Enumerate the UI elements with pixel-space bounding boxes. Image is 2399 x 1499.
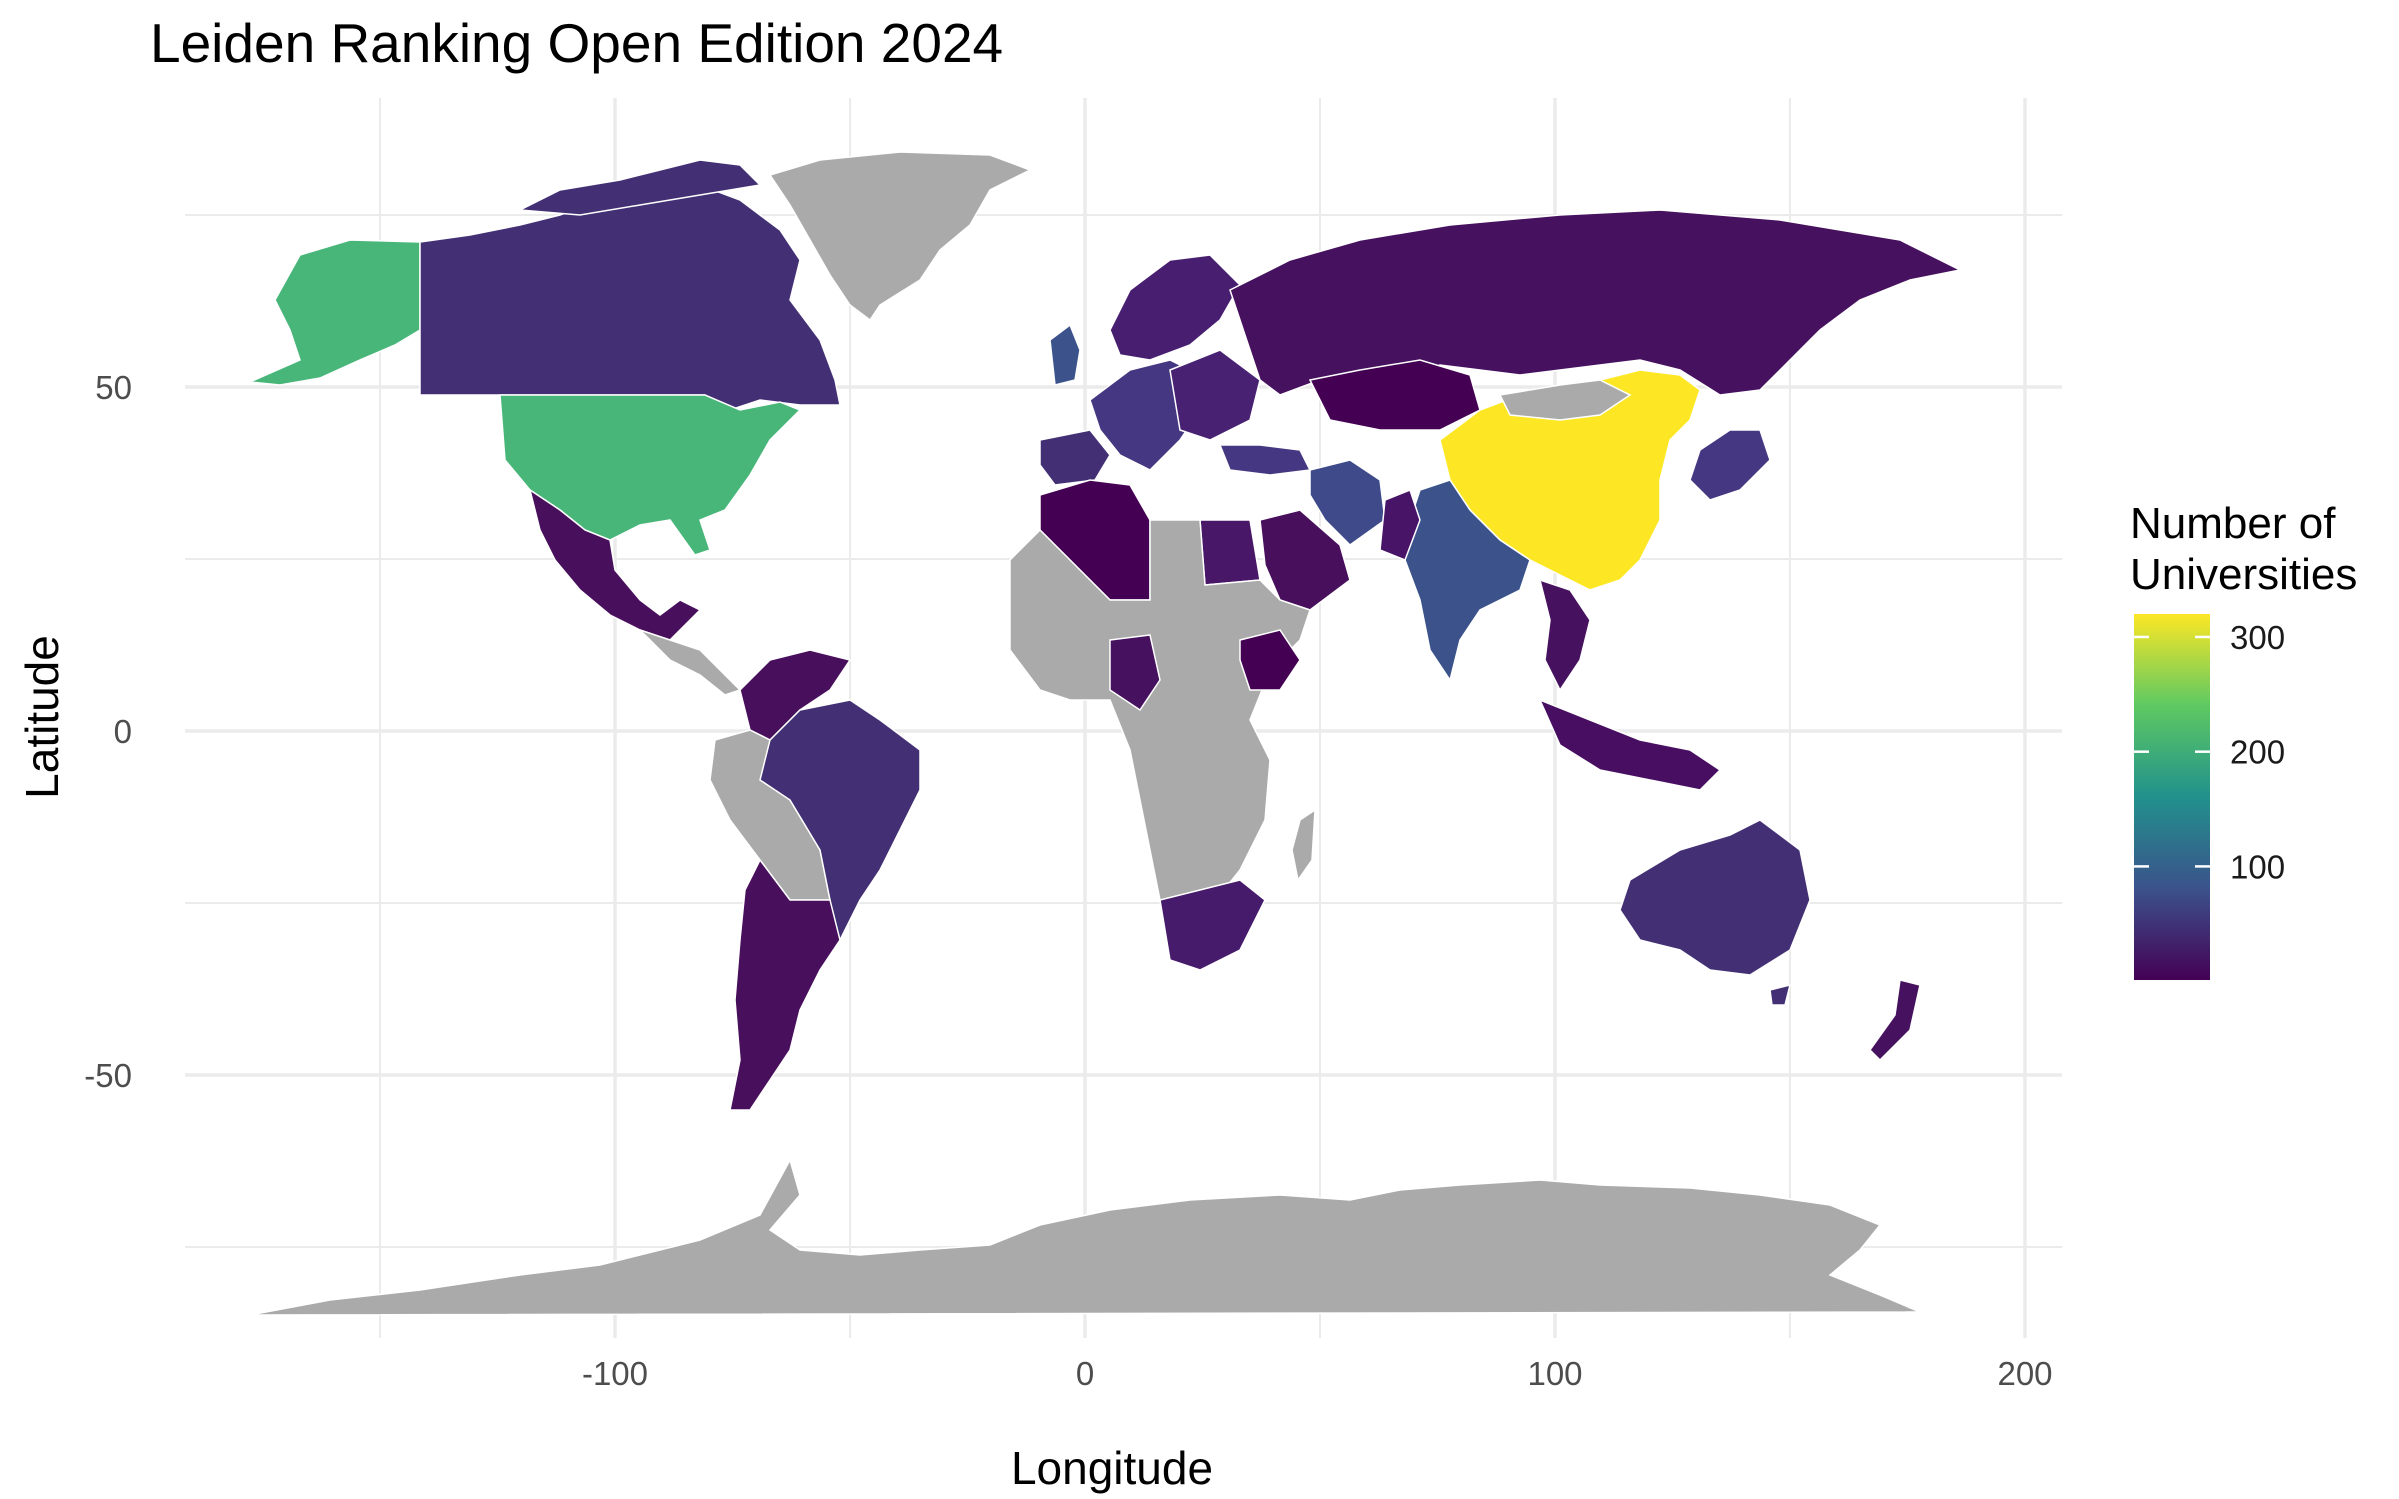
region-pakistan <box>1379 489 1421 561</box>
region-canada-islands <box>517 159 762 216</box>
map-layer <box>247 151 1963 1316</box>
y-tick-label: 50 <box>95 369 132 406</box>
legend: Number of Universities 300 200 100 <box>2130 499 2357 980</box>
region-india <box>1404 479 1531 682</box>
region-antarctica <box>249 1158 1921 1316</box>
region-canada <box>419 184 841 411</box>
region-new-zealand <box>1869 979 1921 1062</box>
region-uk <box>1049 323 1081 386</box>
legend-title-line2: Universities <box>2130 550 2357 599</box>
region-indonesia <box>1538 698 1722 791</box>
legend-colorbar <box>2134 614 2210 980</box>
region-mongolia <box>1498 379 1632 421</box>
legend-title-line1: Number of <box>2130 499 2336 548</box>
region-east-europe <box>1169 349 1261 441</box>
x-tick-label: -100 <box>582 1355 648 1392</box>
region-russia <box>1229 209 1963 396</box>
legend-ticks: 300 200 100 <box>2134 619 2285 885</box>
legend-tick-label: 100 <box>2230 848 2285 885</box>
region-scandinavia <box>1109 254 1241 361</box>
y-tick-label: -50 <box>84 1057 132 1094</box>
region-alaska <box>247 239 421 386</box>
region-brazil <box>759 699 921 942</box>
x-tick-label: 200 <box>1997 1355 2052 1392</box>
region-central-america <box>639 629 742 696</box>
region-iberia <box>1039 429 1111 486</box>
region-madagascar <box>1291 808 1316 882</box>
x-tick-label: 0 <box>1076 1355 1094 1392</box>
region-tasmania <box>1769 983 1792 1006</box>
region-ethiopia <box>1239 629 1301 691</box>
chart-title: Leiden Ranking Open Edition 2024 <box>150 12 1003 74</box>
y-tick-label: 0 <box>114 713 132 750</box>
region-australia <box>1619 819 1811 976</box>
region-south-africa <box>1159 879 1266 971</box>
region-mexico <box>528 488 702 641</box>
y-axis: 50 0 -50 <box>84 369 132 1094</box>
y-axis-title: Latitude <box>16 635 68 799</box>
region-japan <box>1689 429 1771 501</box>
region-argentina <box>729 858 841 1111</box>
legend-tick-label: 300 <box>2230 619 2285 656</box>
region-egypt <box>1199 519 1261 586</box>
region-nigeria <box>1109 634 1161 712</box>
region-iran <box>1309 459 1386 546</box>
region-se-asia <box>1538 578 1591 692</box>
region-greenland <box>768 151 1032 322</box>
region-turkey <box>1218 444 1312 476</box>
region-saudi <box>1259 509 1351 611</box>
x-tick-label: 100 <box>1527 1355 1582 1392</box>
region-africa <box>1009 519 1311 942</box>
x-axis: -100 0 100 200 <box>582 1355 2053 1392</box>
x-axis-title: Longitude <box>1011 1442 1213 1494</box>
legend-tick-label: 200 <box>2230 734 2285 771</box>
